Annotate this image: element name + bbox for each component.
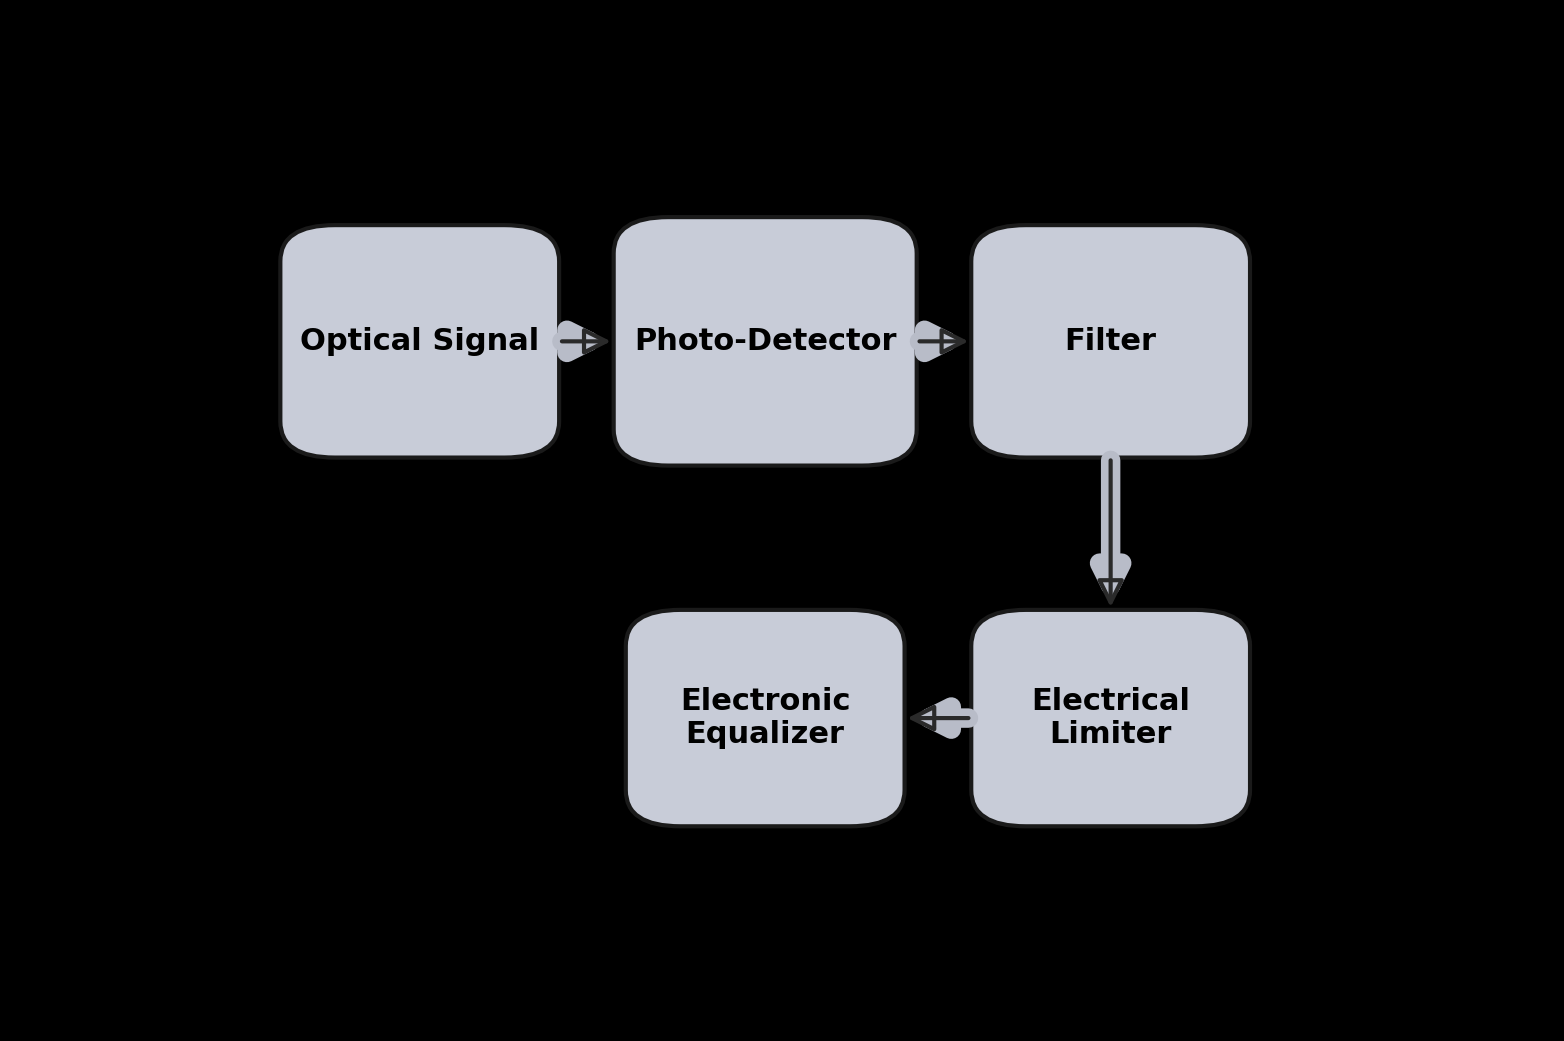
Text: Electrical
Limiter: Electrical Limiter <box>1031 687 1190 750</box>
Text: Filter: Filter <box>1065 327 1157 356</box>
Text: Photo-Detector: Photo-Detector <box>633 327 896 356</box>
FancyBboxPatch shape <box>613 218 917 465</box>
FancyBboxPatch shape <box>280 225 560 458</box>
Text: Electronic
Equalizer: Electronic Equalizer <box>680 687 851 750</box>
FancyBboxPatch shape <box>971 610 1250 827</box>
FancyBboxPatch shape <box>971 225 1250 458</box>
FancyBboxPatch shape <box>626 610 904 827</box>
Text: Optical Signal: Optical Signal <box>300 327 540 356</box>
